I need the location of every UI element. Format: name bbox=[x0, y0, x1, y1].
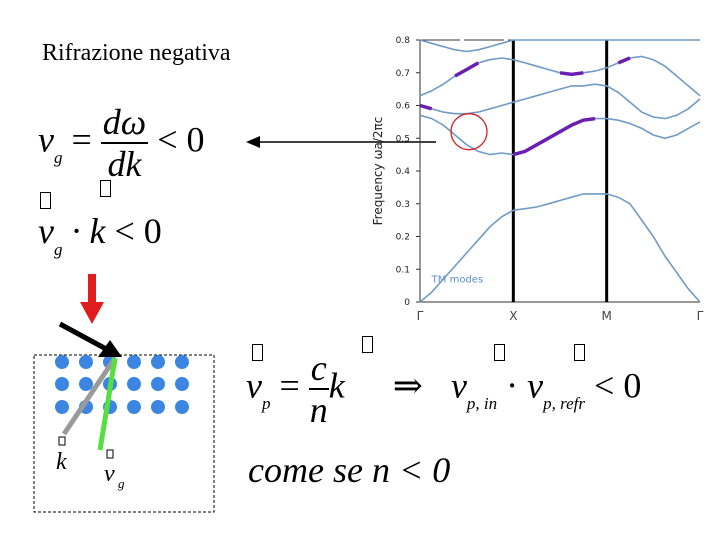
x-tick-label: M bbox=[601, 309, 611, 323]
y-tick-label: 0.4 bbox=[396, 167, 411, 177]
tm-modes-label: TM modes bbox=[431, 274, 483, 285]
lattice-dot bbox=[175, 355, 189, 369]
dot-product-equation: vg · k < 0 bbox=[38, 211, 162, 258]
band-line bbox=[419, 83, 701, 120]
vg-subscript: g bbox=[53, 148, 63, 168]
vpin-symbol: v bbox=[450, 365, 467, 406]
highlight-circle bbox=[450, 113, 488, 151]
vprefr-symbol: v bbox=[527, 365, 544, 406]
incident-arrow-head bbox=[98, 340, 122, 357]
vector-marker-k bbox=[100, 180, 111, 197]
equals-sign: = bbox=[71, 119, 92, 160]
y-axis-label: Frequency ωa/2πc bbox=[371, 117, 385, 226]
highlight-segment bbox=[419, 103, 433, 111]
phase-velocity-equation: vp = c n k ⇒ vp, in · vp, refr < 0 bbox=[246, 350, 641, 428]
band-structure-chart: 0 0.1 0.2 0.3 0.4 0.5 0.6 0.7 0.8 Frequency ωa/2π… bbox=[371, 36, 704, 323]
pointer-arrow-head bbox=[246, 136, 260, 148]
fraction-numerator: dω bbox=[100, 102, 149, 144]
lattice-dot bbox=[79, 355, 93, 369]
vector-marker-k2 bbox=[362, 336, 373, 353]
y-tick-label: 0.2 bbox=[396, 233, 410, 243]
y-tick-label: 0 bbox=[404, 298, 410, 308]
less-than-zero: < 0 bbox=[594, 365, 642, 406]
c-over-n-fraction: c n bbox=[308, 348, 329, 430]
dot-k: · k bbox=[71, 211, 106, 251]
fraction-denominator: n bbox=[309, 390, 328, 430]
vector-marker-vg bbox=[40, 192, 51, 209]
chart-root: 0 0.1 0.2 0.3 0.4 0.5 0.6 0.7 0.8 Frequency ωa/2π… bbox=[371, 36, 704, 323]
highlight-segment bbox=[512, 116, 596, 157]
group-velocity-equation: vg = dω dk < 0 bbox=[38, 104, 205, 182]
lattice-dot bbox=[127, 400, 141, 414]
come-se-equation: come se n < 0 bbox=[248, 450, 451, 490]
lattice-dot bbox=[151, 377, 165, 391]
band-line bbox=[419, 193, 701, 303]
lattice-dot bbox=[175, 377, 189, 391]
x-tick-label: Γ bbox=[417, 309, 424, 323]
vg-symbol: v bbox=[38, 211, 54, 251]
lattice-dot bbox=[55, 355, 69, 369]
y-tick-label: 0.8 bbox=[396, 36, 411, 46]
vp-subscript: p bbox=[261, 394, 271, 414]
less-than-zero: < 0 bbox=[114, 211, 162, 251]
vg-symbol: v bbox=[38, 119, 54, 160]
y-tick-label: 0.5 bbox=[396, 134, 410, 144]
lattice-dots bbox=[55, 355, 189, 414]
vector-marker-vp bbox=[252, 344, 263, 361]
derivative-fraction: dω dk bbox=[100, 102, 149, 184]
equals-sign: = bbox=[279, 365, 300, 406]
fraction-numerator: c bbox=[308, 348, 329, 390]
highlight-segment bbox=[617, 56, 631, 65]
red-arrow-shaft bbox=[88, 274, 96, 304]
x-tick-label: X bbox=[509, 309, 517, 323]
k-symbol: k bbox=[328, 365, 345, 406]
lattice-dot bbox=[55, 377, 69, 391]
pointer-arrow bbox=[246, 136, 436, 148]
incident-arrow-shaft bbox=[58, 321, 110, 353]
y-tick-label: 0.6 bbox=[396, 102, 411, 112]
vector-marker-vprefr bbox=[574, 344, 585, 361]
y-tick-label: 0.1 bbox=[396, 265, 410, 275]
lattice-dot bbox=[79, 377, 93, 391]
photonic-crystal-diagram: k v g bbox=[33, 274, 215, 513]
lattice-dot bbox=[127, 355, 141, 369]
vg-label-v: v bbox=[104, 461, 115, 487]
vector-marker-vpin bbox=[494, 344, 505, 361]
k-label: k bbox=[56, 449, 67, 475]
band-line bbox=[419, 39, 700, 53]
lattice-dot bbox=[55, 400, 69, 414]
y-tick-label: 0.3 bbox=[396, 200, 410, 210]
vg-subscript: g bbox=[53, 240, 63, 259]
lattice-dot bbox=[175, 400, 189, 414]
dot-operator: · bbox=[506, 365, 519, 406]
vpin-subscript: p, in bbox=[466, 394, 498, 414]
slide-title: Rifrazione negativa bbox=[42, 40, 231, 66]
fraction-denominator: dk bbox=[107, 144, 142, 184]
red-arrow-head bbox=[80, 302, 104, 324]
vp-symbol: v bbox=[246, 365, 262, 406]
lattice-dot bbox=[127, 377, 141, 391]
vg-label-g: g bbox=[118, 476, 125, 491]
k-vector-marker bbox=[58, 436, 66, 446]
vprefr-subscript: p, refr bbox=[543, 394, 586, 414]
y-tick-label: 0.7 bbox=[396, 69, 410, 79]
less-than-zero: < 0 bbox=[157, 119, 205, 160]
highlight-segment bbox=[559, 71, 584, 77]
highlight-segment bbox=[454, 61, 480, 78]
crystal-boundary bbox=[33, 354, 215, 513]
k-vector-arrow bbox=[61, 356, 118, 436]
vg-vector-marker bbox=[106, 449, 114, 459]
implies-symbol: ⇒ bbox=[392, 365, 423, 406]
lattice-dot bbox=[151, 400, 165, 414]
vg-vector-arrow bbox=[97, 357, 118, 451]
red-arrow bbox=[80, 274, 104, 324]
lattice-dot bbox=[151, 355, 165, 369]
x-tick-label: Γ bbox=[697, 309, 704, 323]
